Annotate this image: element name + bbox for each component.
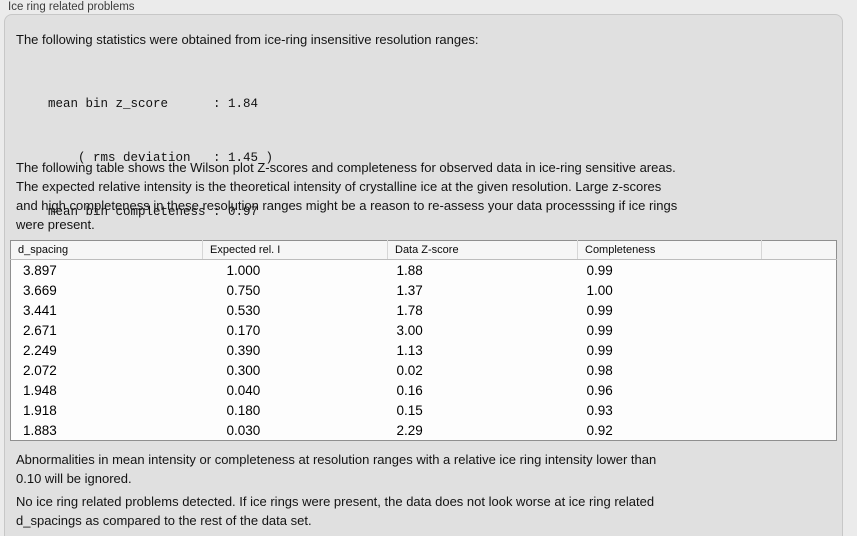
cell-completeness: 0.99 bbox=[586, 322, 613, 338]
cell-completeness: 0.96 bbox=[586, 382, 613, 398]
cell-d-spacing: 1.883 bbox=[23, 422, 57, 438]
cell-expected-rel-i: 0.040 bbox=[226, 382, 261, 398]
table-row[interactable]: 3.669 0.750 1.37 1.00 bbox=[11, 280, 837, 300]
cell-empty bbox=[762, 320, 837, 340]
stat-line-mean-z-score: mean bin z_score : 1.84 bbox=[48, 97, 259, 111]
cell-expected-rel-i: 0.530 bbox=[226, 302, 261, 318]
table-row[interactable]: 3.897 1.000 1.88 0.99 bbox=[11, 260, 837, 281]
cell-completeness: 0.98 bbox=[586, 362, 613, 378]
table-header-row: d_spacing Expected rel. I Data Z-score C… bbox=[10, 240, 837, 260]
cell-empty bbox=[762, 260, 837, 281]
footnote-line: 0.10 will be ignored. bbox=[16, 471, 132, 486]
footnote-line: Abnormalities in mean intensity or compl… bbox=[16, 452, 657, 467]
cell-completeness: 0.92 bbox=[586, 422, 613, 438]
table-row[interactable]: 1.948 0.040 0.16 0.96 bbox=[11, 380, 837, 400]
cell-d-spacing: 1.918 bbox=[23, 402, 57, 418]
table-row[interactable]: 1.883 0.030 2.29 0.92 bbox=[11, 420, 837, 441]
cell-data-z-score: 1.78 bbox=[396, 302, 423, 318]
cell-d-spacing: 3.669 bbox=[23, 282, 57, 298]
cell-data-z-score: 0.16 bbox=[396, 382, 423, 398]
cell-empty bbox=[762, 380, 837, 400]
cell-empty bbox=[762, 340, 837, 360]
cell-expected-rel-i: 0.030 bbox=[226, 422, 261, 438]
cell-empty bbox=[762, 400, 837, 420]
groupbox-title: Ice ring related problems bbox=[8, 1, 135, 13]
cell-completeness: 0.99 bbox=[586, 302, 613, 318]
cell-completeness: 0.99 bbox=[586, 262, 613, 278]
conclusion-line: d_spacings as compared to the rest of th… bbox=[16, 513, 312, 528]
cell-expected-rel-i: 1.000 bbox=[226, 262, 261, 278]
cell-d-spacing: 2.072 bbox=[23, 362, 57, 378]
cell-d-spacing: 2.671 bbox=[23, 322, 57, 338]
stat-line-rms-z-score: ( rms deviation : 1.45 ) bbox=[48, 151, 274, 165]
description-line: The expected relative intensity is the t… bbox=[16, 179, 662, 194]
intro-text: The following statistics were obtained f… bbox=[16, 32, 479, 47]
cell-expected-rel-i: 0.170 bbox=[226, 322, 261, 338]
stat-line-mean-completeness: mean bin completeness : 0.97 bbox=[48, 205, 259, 219]
conclusion-text: No ice ring related problems detected. I… bbox=[16, 492, 654, 530]
cell-expected-rel-i: 0.180 bbox=[226, 402, 261, 418]
table-row[interactable]: 2.249 0.390 1.13 0.99 bbox=[11, 340, 837, 360]
cell-completeness: 1.00 bbox=[586, 282, 613, 298]
cell-d-spacing: 3.441 bbox=[23, 302, 57, 318]
cell-data-z-score: 0.02 bbox=[396, 362, 423, 378]
ice-ring-table: d_spacing Expected rel. I Data Z-score C… bbox=[10, 240, 837, 441]
cell-d-spacing: 2.249 bbox=[23, 342, 57, 358]
cell-data-z-score: 1.13 bbox=[396, 342, 423, 358]
description-line: were present. bbox=[16, 217, 95, 232]
description-line: The following table shows the Wilson plo… bbox=[16, 160, 676, 175]
description-text: The following table shows the Wilson plo… bbox=[16, 158, 677, 234]
column-header-empty bbox=[761, 240, 837, 260]
table-row[interactable]: 3.441 0.530 1.78 0.99 bbox=[11, 300, 837, 320]
column-header-data-z-score[interactable]: Data Z-score bbox=[387, 240, 578, 260]
column-header-expected-rel-i[interactable]: Expected rel. I bbox=[202, 240, 388, 260]
cell-data-z-score: 1.37 bbox=[396, 282, 423, 298]
cell-completeness: 0.99 bbox=[586, 342, 613, 358]
cell-empty bbox=[762, 420, 837, 441]
cell-empty bbox=[762, 280, 837, 300]
cell-expected-rel-i: 0.300 bbox=[226, 362, 261, 378]
cell-data-z-score: 0.15 bbox=[396, 402, 423, 418]
table-row[interactable]: 1.918 0.180 0.15 0.93 bbox=[11, 400, 837, 420]
footnote-text: Abnormalities in mean intensity or compl… bbox=[16, 450, 656, 488]
column-header-d-spacing[interactable]: d_spacing bbox=[10, 240, 203, 260]
cell-data-z-score: 1.88 bbox=[396, 262, 423, 278]
cell-expected-rel-i: 0.750 bbox=[226, 282, 261, 298]
cell-d-spacing: 3.897 bbox=[23, 262, 57, 278]
description-line: and high completeness in these resolutio… bbox=[16, 198, 678, 213]
conclusion-line: No ice ring related problems detected. I… bbox=[16, 494, 655, 509]
cell-empty bbox=[762, 300, 837, 320]
cell-data-z-score: 2.29 bbox=[396, 422, 423, 438]
cell-empty bbox=[762, 360, 837, 380]
cell-data-z-score: 3.00 bbox=[396, 322, 423, 338]
table-row[interactable]: 2.671 0.170 3.00 0.99 bbox=[11, 320, 837, 340]
cell-d-spacing: 1.948 bbox=[23, 382, 57, 398]
column-header-completeness[interactable]: Completeness bbox=[577, 240, 762, 260]
cell-expected-rel-i: 0.390 bbox=[226, 342, 261, 358]
cell-completeness: 0.93 bbox=[586, 402, 613, 418]
table-row[interactable]: 2.072 0.300 0.02 0.98 bbox=[11, 360, 837, 380]
